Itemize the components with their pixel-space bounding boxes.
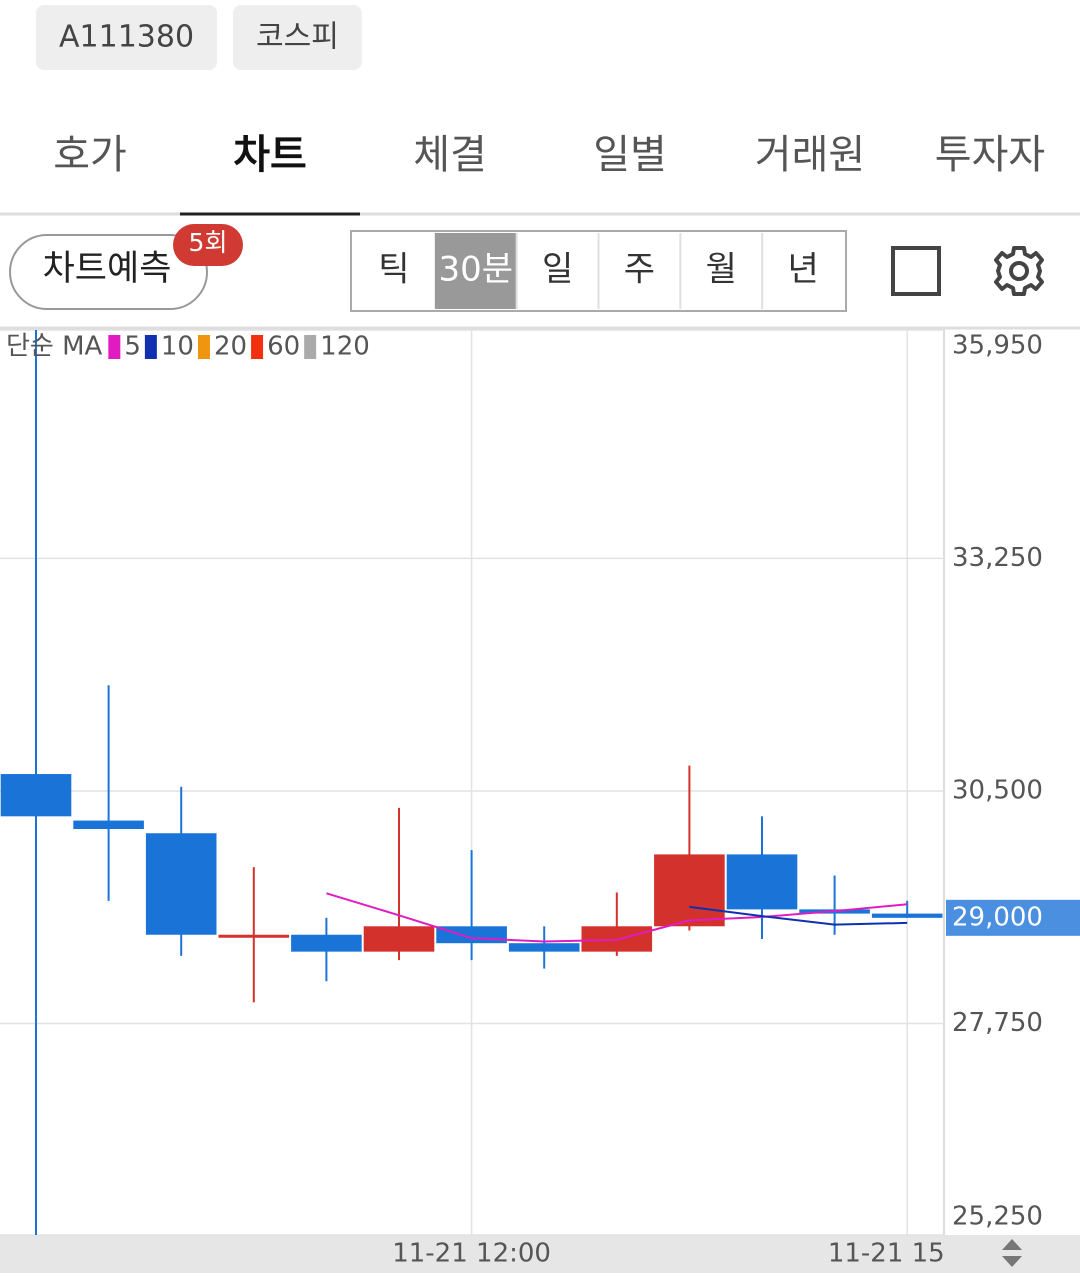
legend-swatch xyxy=(197,335,210,359)
chip-label: A111380 xyxy=(59,20,194,55)
badge xyxy=(173,224,243,266)
candle-body xyxy=(0,774,72,817)
chip[interactable] xyxy=(36,5,218,70)
legend-label: 60 xyxy=(267,332,300,362)
x-axis: 11-21 12:00 11-21 15:00 xyxy=(392,1239,987,1269)
last-price-box xyxy=(946,899,1080,936)
chip-label: 코스피 xyxy=(256,20,339,55)
candle-body xyxy=(508,943,580,952)
tab[interactable]: 호가 xyxy=(53,132,127,178)
period-button[interactable]: 월 xyxy=(706,250,737,290)
legend-swatch xyxy=(304,335,317,359)
candle-body xyxy=(654,854,725,927)
candle-body xyxy=(291,934,362,952)
y-tick-label: 27,750 xyxy=(952,1008,1043,1038)
period-button[interactable]: 30분 xyxy=(438,250,513,290)
scale-arrows[interactable] xyxy=(1002,1239,1022,1267)
legend-swatch xyxy=(251,335,264,359)
legend-label: 10 xyxy=(161,332,194,362)
period-button[interactable]: 년 xyxy=(787,250,818,290)
candle-body xyxy=(218,934,290,938)
period-active-bg xyxy=(434,233,517,309)
period-button[interactable]: 일 xyxy=(542,250,573,290)
y-tick-label: 30,500 xyxy=(952,775,1043,805)
ma-line xyxy=(689,905,908,926)
badge-label: 5회 xyxy=(189,228,228,257)
y-tick-label: 25,250 xyxy=(952,1202,1043,1232)
period-button[interactable]: 틱 xyxy=(378,250,409,290)
candle-body xyxy=(363,926,435,952)
legend-title: 단순 MA xyxy=(6,332,103,362)
legend-label: 120 xyxy=(320,332,370,362)
y-axis: 35,950 33,250 30,500 27,750 25,250 xyxy=(0,329,1043,1236)
tab[interactable]: 일별 xyxy=(593,132,667,178)
predict-button-label: 차트예측 xyxy=(43,249,172,289)
y-tick-label: 35,950 xyxy=(952,331,1043,361)
tab[interactable]: 거래원 xyxy=(755,132,865,178)
chip[interactable] xyxy=(233,5,362,70)
ma-line xyxy=(326,892,908,943)
settings-icon[interactable] xyxy=(994,246,1044,296)
tab-active[interactable]: 차트 xyxy=(233,132,307,178)
candle-body xyxy=(73,820,144,830)
legend-swatch xyxy=(108,335,121,359)
legend-label: 5 xyxy=(124,332,141,362)
predict-button[interactable] xyxy=(9,234,208,310)
tab[interactable]: 투자자 xyxy=(935,132,1045,178)
legend-label: 20 xyxy=(214,332,247,362)
x-axis-bar xyxy=(0,1235,1080,1273)
x-tick-label: 11-21 12:00 xyxy=(392,1239,551,1269)
last-price-label: 29,000 xyxy=(952,902,1043,932)
fullscreen-icon[interactable] xyxy=(891,246,941,296)
candle-body xyxy=(726,854,798,910)
legend-swatch xyxy=(144,335,157,359)
candle-body xyxy=(436,926,507,944)
tab[interactable]: 체결 xyxy=(413,132,487,178)
candle-body xyxy=(145,833,217,935)
candle-body xyxy=(871,913,943,918)
x-tick-label: 11-21 15:00 xyxy=(828,1239,987,1269)
y-tick-label: 33,250 xyxy=(952,543,1043,573)
period-button[interactable]: 주 xyxy=(624,250,655,290)
